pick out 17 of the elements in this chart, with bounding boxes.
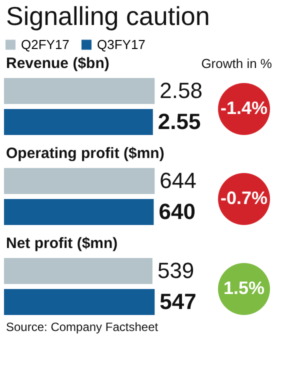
source-note: Source: Company Factsheet [6,320,159,334]
text: 1.5% [223,278,265,298]
chart-subtitle: Net profit ($mn) [6,235,118,252]
data-label: 644 [160,168,196,193]
data-label: 640 [158,199,196,224]
chart-subtitle: Revenue ($bn) [6,55,110,72]
chart-subtitle: Operating profit ($mn) [6,145,164,162]
data-label: 2.58 [160,78,202,103]
data-label: 547 [160,289,196,314]
text: Growth in % [201,56,272,71]
text: -1.4% [220,98,268,118]
legend-label: Q2FY17 [21,36,70,52]
data-label: 2.55 [158,109,201,134]
chart-title: Signalling caution [6,1,210,31]
data-label: 539 [157,258,194,283]
legend-label: Q3FY17 [97,36,146,52]
text: -0.7% [220,188,268,208]
